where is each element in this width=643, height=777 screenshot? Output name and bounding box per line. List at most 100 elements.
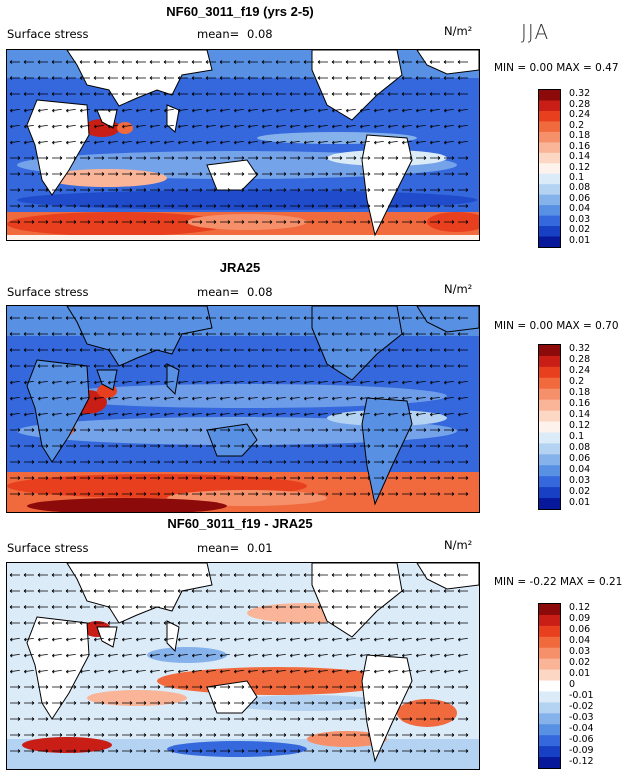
colorbar-tick-label: 0.12 — [569, 602, 591, 614]
colorbar-tick-label: 0.02 — [569, 224, 591, 236]
stress-arrow — [444, 124, 454, 129]
stress-arrow — [52, 380, 62, 385]
stress-arrow — [136, 172, 147, 176]
stress-arrow — [262, 653, 272, 658]
stress-arrow — [458, 476, 469, 480]
stress-arrow — [234, 188, 245, 192]
stress-arrow — [52, 653, 62, 658]
stress-arrow — [163, 332, 174, 336]
stress-arrow — [24, 653, 34, 658]
stress-arrow — [164, 140, 174, 145]
stress-arrow — [276, 428, 287, 432]
stress-arrow — [275, 60, 286, 64]
colorbar-swatch — [539, 432, 560, 444]
stress-arrow — [443, 332, 454, 336]
stress-arrow — [360, 188, 371, 192]
stress-arrow — [164, 108, 174, 113]
stress-arrow — [457, 589, 468, 593]
stress-arrow — [346, 717, 357, 721]
stress-arrow — [93, 348, 104, 352]
stress-arrow — [346, 220, 357, 224]
stress-arrow — [233, 348, 244, 352]
stress-arrow — [37, 621, 48, 625]
stress-arrow — [38, 669, 48, 674]
stress-arrow — [275, 316, 286, 320]
stress-arrow — [275, 76, 286, 80]
stress-arrow — [205, 621, 216, 625]
colorbar-tick-label: 0.14 — [569, 151, 591, 163]
stress-arrow — [331, 573, 342, 577]
stress-arrow — [136, 220, 147, 224]
stress-arrow — [10, 428, 21, 432]
stress-arrow — [51, 364, 62, 368]
stress-arrow — [10, 717, 21, 721]
stress-arrow — [261, 76, 272, 80]
stress-arrow — [136, 733, 147, 737]
stress-arrow — [10, 653, 20, 658]
stress-arrow — [136, 428, 147, 432]
stress-arrow — [402, 653, 412, 658]
stress-arrow — [373, 76, 384, 80]
stress-arrow — [37, 573, 48, 577]
stress-arrow — [416, 685, 427, 689]
stress-arrow — [248, 204, 259, 208]
stress-arrow — [206, 204, 217, 208]
stress-arrow — [303, 332, 314, 336]
stress-arrow — [52, 140, 62, 145]
stress-arrow — [10, 172, 21, 176]
stress-arrow — [178, 669, 188, 674]
stress-arrow — [331, 364, 342, 368]
stress-arrow — [192, 124, 202, 129]
stress-arrow — [178, 140, 188, 145]
stress-arrow — [276, 108, 286, 113]
stress-arrow — [206, 717, 217, 721]
colorbar-swatch — [539, 647, 560, 660]
stress-arrow — [234, 685, 245, 689]
stress-arrow — [317, 573, 328, 577]
stress-arrow — [303, 92, 314, 96]
stress-arrow — [388, 749, 399, 753]
stress-arrow — [345, 589, 356, 593]
colorbar-tick-label: -0.09 — [569, 744, 594, 756]
stress-arrow — [108, 717, 119, 721]
stress-arrow — [150, 412, 160, 417]
stress-arrow — [66, 717, 77, 721]
stress-arrow — [290, 380, 300, 385]
stress-arrow — [24, 140, 34, 145]
stress-arrow — [205, 92, 216, 96]
stress-arrow — [192, 108, 202, 113]
stress-arrow — [374, 220, 385, 224]
stress-arrow — [122, 188, 133, 192]
stress-arrow — [66, 204, 77, 208]
stress-arrow — [220, 188, 231, 192]
stress-arrow — [205, 605, 216, 609]
colorbar-swatch — [539, 487, 560, 499]
stress-arrow — [248, 460, 259, 464]
stress-arrow — [163, 316, 174, 320]
stress-arrow — [206, 428, 217, 432]
stress-arrow — [205, 589, 216, 593]
stress-arrow — [135, 92, 146, 96]
stress-arrow — [290, 124, 300, 129]
colorbar-swatch — [539, 399, 560, 412]
stress-arrow — [108, 172, 119, 176]
stress-arrow — [51, 605, 62, 609]
stress-arrow — [220, 412, 230, 417]
stress-arrow — [332, 476, 343, 480]
stress-arrow — [108, 476, 119, 480]
colorbar-swatch — [539, 454, 560, 466]
stress-arrow — [416, 140, 426, 145]
stress-arrow — [248, 476, 259, 480]
stress-arrow — [107, 60, 118, 64]
stress-arrow — [177, 621, 188, 625]
stress-arrow — [444, 685, 455, 689]
stress-arrow — [107, 364, 118, 368]
stress-arrow — [304, 701, 315, 705]
colorbar-swatch — [539, 388, 560, 401]
stress-arrow — [304, 108, 314, 113]
stress-arrow — [248, 124, 258, 129]
stress-arrow — [52, 220, 63, 224]
colorbar-swatch — [539, 636, 560, 649]
stress-arrow — [94, 140, 104, 145]
stress-arrow — [346, 172, 357, 176]
